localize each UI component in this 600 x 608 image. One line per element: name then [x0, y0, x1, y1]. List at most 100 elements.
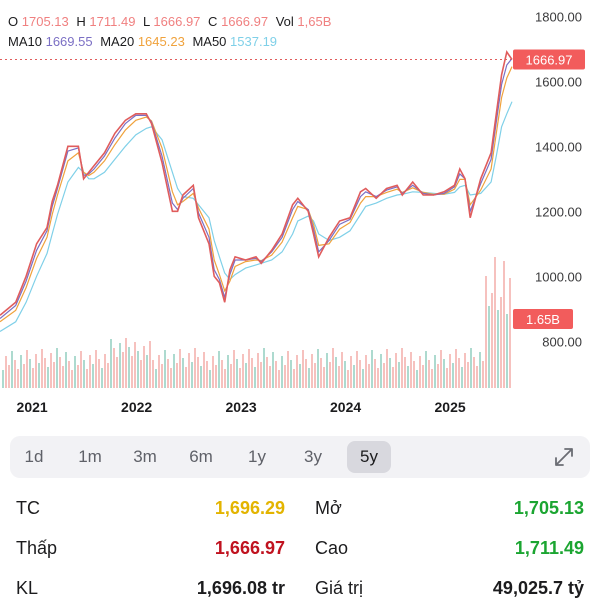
- volume-bar: [158, 355, 160, 388]
- tab-6m[interactable]: 6m: [189, 447, 213, 466]
- volume-bar: [257, 353, 259, 388]
- volume-bar: [446, 368, 448, 388]
- volume-bar: [17, 369, 19, 388]
- volume-bar: [470, 348, 472, 388]
- volume-bar: [488, 306, 490, 388]
- ma10-value: 1669.55: [45, 34, 93, 49]
- volume-bar: [272, 352, 274, 388]
- volume-bar: [374, 359, 376, 388]
- low-price-label: Thấp: [16, 538, 58, 558]
- volume-bar: [311, 354, 313, 388]
- tab-1d[interactable]: 1d: [24, 447, 44, 466]
- volume-bar: [410, 352, 412, 388]
- volume-bar: [23, 364, 25, 388]
- volume-bar: [329, 362, 331, 388]
- tab-3y[interactable]: 3y: [304, 447, 322, 466]
- volume-bar: [380, 354, 382, 388]
- volume-bar: [65, 352, 67, 388]
- volume-bar: [416, 370, 418, 388]
- low-label: L: [143, 14, 150, 29]
- volume-bar: [2, 370, 4, 388]
- volume-bar: [176, 363, 178, 388]
- volume-bar: [431, 369, 433, 388]
- volume-bar: [293, 369, 295, 388]
- tab-3m[interactable]: 3m: [133, 447, 157, 466]
- volume-bar: [317, 349, 319, 388]
- volume-bar: [383, 363, 385, 388]
- volume-bar: [314, 363, 316, 388]
- volume-bar: [32, 368, 34, 388]
- volume-tag-label: 1.65B: [526, 312, 560, 327]
- volume-bar: [206, 361, 208, 388]
- high-label: H: [76, 14, 86, 29]
- volume-bar: [509, 278, 511, 388]
- volume-bar: [494, 257, 496, 388]
- open-price-label: Mở: [315, 498, 342, 518]
- tab-1m[interactable]: 1m: [78, 447, 102, 466]
- volume-bar: [134, 342, 136, 388]
- volume-bars: [2, 257, 511, 388]
- volume-bar: [347, 370, 349, 388]
- volume-bar: [248, 349, 250, 388]
- volume-bar: [467, 362, 469, 388]
- price-tags: 1666.97 1.65B: [513, 49, 585, 329]
- volume-bar: [215, 365, 217, 388]
- volume-bar: [455, 349, 457, 388]
- tab-1y[interactable]: 1y: [248, 447, 266, 466]
- volume-total-label: KL: [16, 578, 39, 598]
- volume-bar: [11, 351, 13, 388]
- volume-bar: [107, 363, 109, 388]
- volume-bar: [407, 366, 409, 388]
- volume-bar: [104, 354, 106, 388]
- volume-bar: [86, 369, 88, 388]
- price-chart[interactable]: 1800.00 1600.00 1400.00 1200.00 1000.00 800.0…: [0, 0, 600, 420]
- low-value: 1666.97: [153, 14, 201, 29]
- volume-bar: [353, 365, 355, 388]
- trade-value-value: 49,025.7 tỷ: [492, 578, 584, 598]
- volume-bar: [38, 363, 40, 388]
- volume-bar: [170, 368, 172, 388]
- volume-bar: [101, 368, 103, 388]
- volume-bar: [83, 360, 85, 388]
- volume-bar: [332, 348, 334, 388]
- volume-bar: [437, 364, 439, 388]
- volume-bar: [425, 351, 427, 388]
- volume-bar: [485, 276, 487, 388]
- volume-bar: [500, 297, 502, 388]
- volume-bar: [182, 358, 184, 388]
- volume-bar: [275, 361, 277, 388]
- volume-bar: [125, 338, 127, 388]
- volume-bar: [452, 363, 454, 388]
- volume-bar: [167, 359, 169, 388]
- volume-value: 1,65B: [297, 14, 332, 29]
- volume-bar: [218, 351, 220, 388]
- volume-bar: [368, 364, 370, 388]
- volume-bar: [26, 350, 28, 388]
- ma-row: MA10 1669.55 MA20 1645.23 MA50 1537.19: [8, 32, 335, 52]
- ma10-label: MA10: [8, 34, 42, 49]
- volume-bar: [350, 356, 352, 388]
- volume-bar: [296, 355, 298, 388]
- series-line: [0, 58, 513, 319]
- volume-bar: [305, 359, 307, 388]
- volume-bar: [428, 360, 430, 388]
- volume-bar: [203, 352, 205, 388]
- volume-bar: [5, 356, 7, 388]
- volume-bar: [164, 350, 166, 388]
- volume-bar: [188, 353, 190, 388]
- volume-bar: [497, 310, 499, 388]
- series-line: [0, 101, 513, 333]
- volume-bar: [386, 349, 388, 388]
- volume-bar: [371, 350, 373, 388]
- expand-icon[interactable]: [552, 445, 576, 469]
- volume-bar: [341, 352, 343, 388]
- ma20-label: MA20: [100, 34, 135, 49]
- volume-bar: [200, 366, 202, 388]
- volume-bar: [14, 360, 16, 388]
- tab-5y[interactable]: 5y: [347, 441, 391, 473]
- volume-bar: [239, 368, 241, 388]
- volume-bar: [299, 364, 301, 388]
- volume-bar: [392, 367, 394, 388]
- trade-value-label: Giá trị: [315, 578, 364, 598]
- volume-bar: [302, 350, 304, 388]
